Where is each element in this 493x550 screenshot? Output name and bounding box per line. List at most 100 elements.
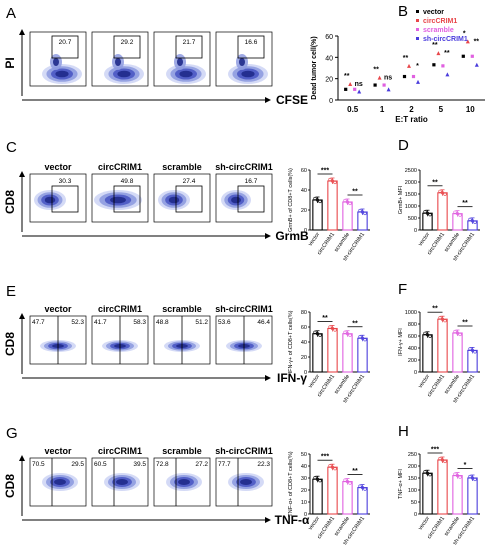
gate-percentage: 30.3 (59, 178, 72, 185)
bar (327, 180, 338, 231)
data-point (441, 64, 445, 68)
data-dot (328, 177, 332, 182)
y-tick-label: 40 (301, 188, 307, 194)
y-tick-label: 0 (304, 370, 307, 376)
flow-gate (113, 185, 141, 213)
data-dot (330, 465, 335, 469)
flow-contour (168, 196, 180, 204)
data-point (461, 54, 465, 58)
gate-percentage: 49.8 (121, 178, 134, 185)
legend-label: circCRIM1 (423, 18, 457, 25)
flow-x-label: GrmB (275, 229, 309, 243)
data-dot (438, 316, 442, 320)
flow-contour (55, 70, 69, 78)
bar (342, 481, 353, 515)
data-point (344, 87, 348, 91)
data-dot (333, 467, 337, 471)
data-dot (473, 477, 477, 482)
flow-gate (113, 35, 141, 59)
x-tick-label: vector (418, 374, 432, 390)
flow-condition-label: scramble (162, 446, 202, 456)
significance-marker: *** (321, 454, 329, 461)
data-dot (428, 334, 432, 338)
data-dot (343, 330, 347, 334)
data-dot (333, 328, 337, 332)
quadrant-percentage: 46.4 (257, 319, 270, 326)
flow-condition-label: sh-circCRIM1 (215, 162, 273, 172)
y-tick-label: 40 (325, 55, 333, 62)
quadrant-percentage: 51.2 (195, 319, 208, 326)
quadrant-percentage: 52.3 (71, 319, 84, 326)
data-dot (343, 198, 347, 203)
flow-y-label: CD8 (3, 190, 17, 214)
data-dot (425, 211, 430, 215)
quadrant-percentage: 27.2 (195, 461, 208, 468)
flow-contour (177, 58, 183, 66)
panel-letter: B (398, 3, 408, 20)
data-dot (315, 198, 320, 202)
quadrant-percentage: 29.5 (71, 461, 84, 468)
significance-marker: *** (321, 168, 329, 175)
x-axis-arrowhead (265, 375, 271, 381)
y-tick-label: 80 (301, 310, 307, 316)
data-dot (443, 459, 447, 464)
data-dot (363, 338, 367, 342)
x-tick-label: vector (418, 232, 432, 248)
y-tick-label: 1500 (405, 192, 417, 198)
y-tick-label: 60 (301, 325, 307, 331)
data-dot (330, 326, 335, 331)
data-dot (470, 219, 475, 223)
data-dot (345, 332, 350, 336)
quadrant-percentage: 39.5 (133, 461, 146, 468)
data-point (465, 39, 470, 44)
panel-letter: C (6, 139, 17, 156)
data-dot (443, 192, 447, 196)
significance-marker: ** (432, 179, 438, 186)
data-point (445, 72, 450, 77)
data-dot (428, 473, 432, 477)
flow-contour (115, 58, 121, 66)
data-dot (360, 486, 365, 490)
y-tick-label: 50 (411, 500, 417, 506)
significance-marker: * (464, 462, 467, 469)
y-tick-label: 20 (301, 355, 307, 361)
y-tick-label: 0 (414, 512, 417, 518)
data-dot (455, 331, 460, 335)
data-dot (333, 180, 337, 185)
significance-marker: ** (462, 200, 468, 207)
data-dot (443, 319, 447, 323)
data-point (357, 89, 362, 94)
quadrant-percentage: 70.5 (32, 461, 45, 468)
bar (312, 333, 323, 373)
bar (467, 349, 478, 373)
y-axis-label: GrmB+ MFI (398, 185, 404, 214)
y-tick-label: 1000 (405, 310, 417, 316)
bar (327, 327, 338, 373)
x-tick-label: 1 (380, 105, 385, 114)
bar (437, 318, 448, 373)
flow-population (221, 190, 251, 210)
flow-condition-label: circCRIM1 (98, 162, 142, 172)
data-dot (313, 476, 317, 480)
significance-marker: ** (444, 50, 450, 57)
data-dot (473, 350, 477, 354)
bar (357, 487, 368, 515)
data-dot (473, 220, 477, 224)
data-point (353, 87, 357, 91)
flow-contour (231, 196, 241, 204)
data-dot (315, 332, 320, 336)
data-dot (425, 471, 430, 475)
data-dot (423, 470, 427, 474)
data-dot (348, 481, 352, 485)
x-tick-label: 2 (409, 105, 414, 114)
data-dot (318, 333, 322, 337)
flow-contour (53, 58, 59, 66)
bar (327, 466, 338, 515)
y-tick-label: 0 (329, 98, 333, 105)
data-dot (453, 472, 457, 476)
flow-gate (237, 35, 265, 59)
data-dot (458, 213, 462, 217)
flow-condition-label: circCRIM1 (98, 446, 142, 456)
significance-marker: ** (403, 55, 409, 62)
